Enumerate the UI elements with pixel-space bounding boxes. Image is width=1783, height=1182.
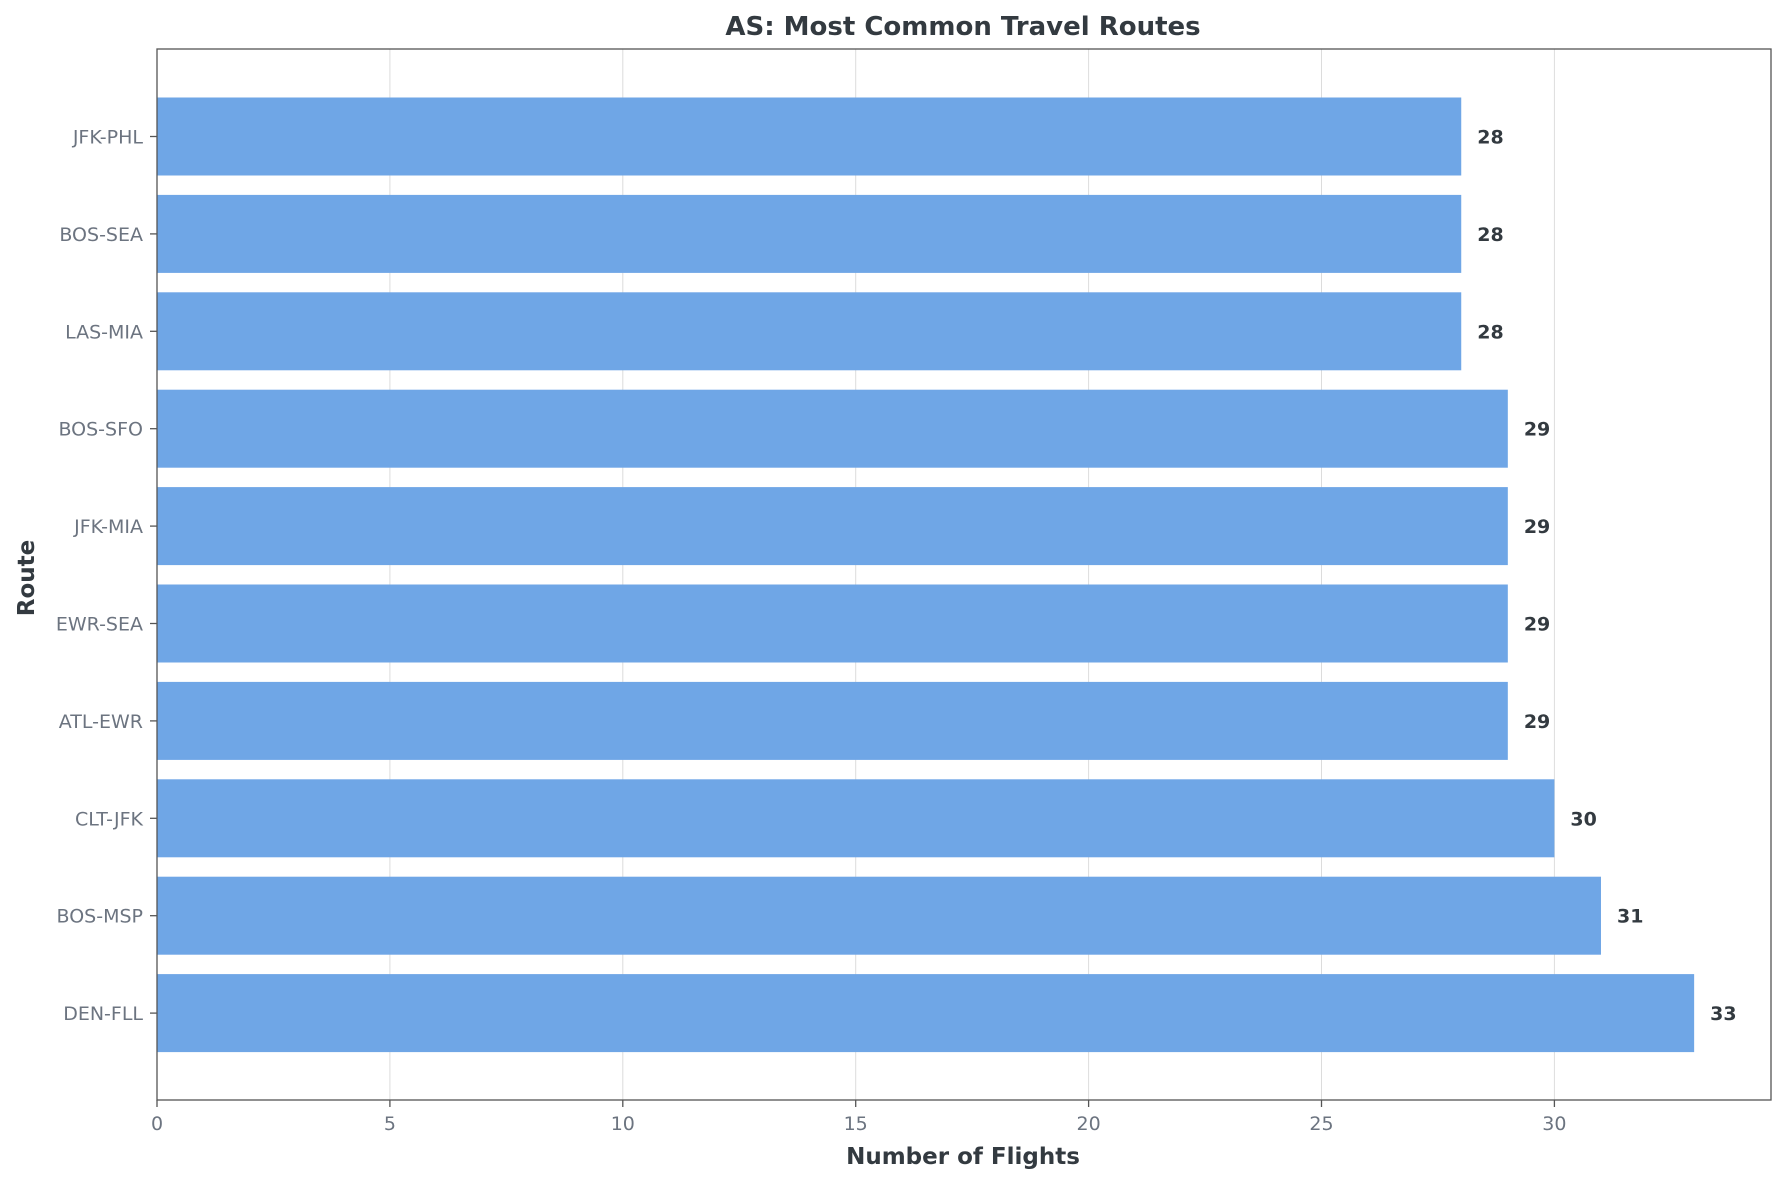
y-axis-ticks: JFK-PHL BOS-SEA LAS-MIA BOS-SFO JFK-MIA EWR-S… [56, 127, 157, 1025]
chart-title: AS: Most Common Travel Routes [725, 12, 1200, 42]
bar-JFK-MIA [157, 487, 1508, 566]
x-tick-label: 30 [1542, 1113, 1566, 1135]
value-label-ATL-EWR: 29 [1524, 711, 1550, 733]
x-tick-label: 15 [844, 1113, 868, 1135]
y-tick-label-JFK-MIA: JFK-MIA [73, 516, 143, 538]
bar-BOS-MSP [157, 876, 1601, 955]
y-tick-label-JFK-PHL: JFK-PHL [72, 127, 144, 149]
x-tick-label: 10 [611, 1113, 635, 1135]
y-tick-label-EWR-SEA: EWR-SEA [56, 614, 143, 636]
value-label-JFK-PHL: 28 [1477, 127, 1503, 149]
x-tick-label: 25 [1309, 1113, 1333, 1135]
value-label-BOS-SEA: 28 [1477, 224, 1503, 246]
bar-BOS-SEA [157, 194, 1462, 273]
bar-EWR-SEA [157, 584, 1508, 663]
bar-LAS-MIA [157, 292, 1462, 371]
y-tick-label-BOS-SFO: BOS-SFO [58, 419, 143, 441]
x-tick-label: 0 [151, 1113, 163, 1135]
plot-frame [156, 48, 1772, 1101]
value-labels: 28 28 28 29 29 29 29 30 31 33 [1477, 127, 1736, 1026]
y-tick-label-DEN-FLL: DEN-FLL [63, 1003, 143, 1025]
x-tick-label: 5 [384, 1113, 396, 1135]
x-axis-ticks: 0 5 10 15 20 25 30 [151, 1100, 1566, 1135]
value-label-JFK-MIA: 29 [1524, 516, 1550, 538]
value-label-CLT-JFK: 30 [1570, 808, 1596, 830]
bars [157, 97, 1695, 1053]
value-label-DEN-FLL: 33 [1710, 1003, 1736, 1025]
y-tick-label-BOS-SEA: BOS-SEA [59, 224, 143, 246]
bar-CLT-JFK [157, 779, 1555, 858]
y-axis-label: Route [14, 540, 40, 616]
bar-ATL-EWR [157, 681, 1508, 760]
x-axis-label: Number of Flights [846, 1144, 1080, 1170]
value-label-BOS-SFO: 29 [1524, 419, 1550, 441]
y-tick-label-BOS-MSP: BOS-MSP [57, 906, 143, 928]
y-tick-label-CLT-JFK: CLT-JFK [75, 808, 144, 830]
y-tick-label-LAS-MIA: LAS-MIA [65, 321, 143, 343]
y-tick-label-ATL-EWR: ATL-EWR [59, 711, 143, 733]
value-label-BOS-MSP: 31 [1617, 906, 1643, 928]
bar-DEN-FLL [157, 974, 1695, 1053]
bar-BOS-SFO [157, 389, 1508, 468]
bar-JFK-PHL [157, 97, 1462, 176]
x-tick-label: 20 [1077, 1113, 1101, 1135]
value-label-EWR-SEA: 29 [1524, 614, 1550, 636]
value-label-LAS-MIA: 28 [1477, 321, 1503, 343]
